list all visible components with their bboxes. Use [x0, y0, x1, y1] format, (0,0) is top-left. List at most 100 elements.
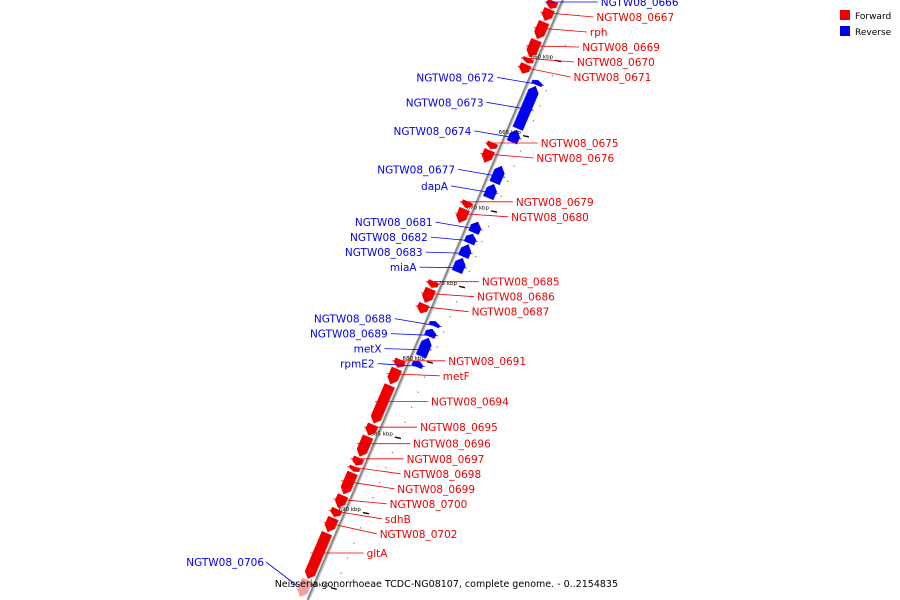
gene-arrow[interactable]	[365, 422, 379, 436]
gene-arrow[interactable]	[541, 7, 556, 22]
gene-label[interactable]: NGTW08_0672	[416, 72, 494, 84]
scale-tick-label: 690 kbp	[338, 507, 361, 513]
gene-label-leader	[455, 212, 509, 218]
gene-arrow-highlight	[397, 371, 403, 382]
gene-arrow-highlight	[530, 79, 533, 83]
gene-label[interactable]: NGTW08_0667	[596, 12, 674, 24]
gene-label[interactable]: NGTW08_0688	[314, 314, 392, 326]
gene-label[interactable]: NGTW08_0698	[403, 469, 481, 481]
gene-label[interactable]: NGTW08_0673	[406, 97, 484, 109]
gene-arrow[interactable]	[417, 301, 430, 314]
gene-label[interactable]: sdhB	[385, 514, 411, 526]
gene-arrow[interactable]	[534, 19, 550, 40]
gene-arrow[interactable]	[352, 455, 365, 466]
legend-item-reverse[interactable]: Reverse	[840, 26, 892, 38]
gene-label[interactable]: NGTW08_0695	[420, 422, 498, 434]
gene-label[interactable]: dapA	[421, 181, 449, 193]
gene-label[interactable]: rpmE2	[340, 359, 375, 371]
gene-label[interactable]: NGTW08_0676	[536, 153, 614, 165]
gene-arrow[interactable]	[304, 530, 333, 579]
scale-dot	[475, 256, 477, 258]
gene-label[interactable]: NGTW08_0671	[574, 72, 652, 84]
gene-arrow[interactable]	[530, 79, 543, 88]
gene-label[interactable]: NGTW08_0681	[355, 217, 433, 229]
gene-arrow[interactable]	[463, 233, 477, 246]
gene-arrow[interactable]	[387, 366, 403, 385]
gene-arrow[interactable]	[356, 434, 374, 457]
gene-arrow[interactable]	[423, 328, 437, 339]
gene-arrow[interactable]	[457, 244, 472, 259]
gene-label[interactable]: NGTW08_0682	[350, 232, 428, 244]
gene-arrow[interactable]	[451, 257, 466, 275]
gene-label[interactable]: metX	[354, 344, 382, 356]
gene-arrow[interactable]	[461, 199, 474, 208]
gene-arrow[interactable]	[489, 165, 505, 186]
gene-arrow[interactable]	[506, 129, 521, 145]
gene-label[interactable]: NGTW08_0699	[397, 484, 475, 496]
gene-label[interactable]: NGTW08_0687	[472, 307, 550, 319]
gene-arrow-highlight	[423, 330, 427, 335]
gene-arrow[interactable]	[297, 577, 313, 597]
gene-arrow[interactable]	[512, 85, 539, 131]
gene-arrow[interactable]	[422, 286, 437, 303]
gene-label[interactable]: NGTW08_0675	[541, 138, 619, 150]
gene-label[interactable]: NGTW08_0683	[345, 247, 423, 259]
gene-label[interactable]: miaA	[390, 262, 418, 274]
scale-dot	[552, 75, 554, 77]
gene-arrow[interactable]	[370, 383, 396, 424]
gene-arrow-highlight	[544, 24, 550, 36]
gene-label-leader	[486, 101, 534, 111]
gene-label[interactable]: NGTW08_0706	[186, 557, 264, 569]
gene-arrow[interactable]	[481, 148, 496, 163]
gene-label[interactable]: NGTW08_0666	[601, 0, 679, 9]
gene-label-leader	[328, 509, 382, 520]
gene-arrow-highlight	[465, 211, 471, 220]
genome-backbone-highlight	[308, 0, 565, 600]
gene-arrow-highlight	[334, 520, 340, 529]
gene-label[interactable]: NGTW08_0691	[448, 356, 526, 368]
gene-arrow[interactable]	[456, 206, 471, 224]
gene-arrow[interactable]	[415, 337, 432, 359]
gene-label-leader	[517, 65, 571, 78]
gene-arrow[interactable]	[526, 37, 542, 58]
gene-arrow[interactable]	[334, 493, 349, 508]
gene-label[interactable]: NGTW08_0694	[431, 397, 509, 409]
gene-label[interactable]: NGTW08_0669	[582, 42, 660, 54]
gene-label-leader	[265, 561, 298, 586]
gene-label-leader	[526, 45, 580, 48]
gene-label[interactable]: NGTW08_0680	[511, 212, 589, 224]
gene-label[interactable]: gltA	[367, 548, 389, 560]
gene-label[interactable]: NGTW08_0696	[413, 439, 491, 451]
gene-label[interactable]: NGTW08_0689	[310, 329, 388, 341]
scale-tick	[426, 361, 434, 364]
gene-label[interactable]: rph	[590, 27, 608, 39]
gene-arrow[interactable]	[468, 221, 482, 235]
scale-tick-label: 685 kbp	[370, 432, 393, 438]
scale-dot	[455, 301, 458, 303]
gene-arrow-highlight	[471, 203, 474, 208]
gene-arrow[interactable]	[340, 470, 359, 495]
gene-arrow-highlight	[358, 469, 361, 472]
gene-label[interactable]: NGTW08_0702	[380, 529, 458, 541]
gene-label[interactable]: NGTW08_0677	[377, 164, 455, 176]
gene-label[interactable]: NGTW08_0686	[477, 292, 555, 304]
gene-arrow[interactable]	[348, 464, 361, 472]
legend-item-forward[interactable]: Forward	[840, 10, 891, 22]
scale-dot	[346, 557, 349, 559]
gene-arrow[interactable]	[482, 183, 498, 201]
gene-label[interactable]: NGTW08_0679	[516, 197, 594, 209]
gene-label[interactable]: NGTW08_0700	[390, 499, 468, 511]
scale-dot	[385, 467, 387, 469]
gene-arrow[interactable]	[486, 140, 499, 150]
gene-arrow[interactable]	[411, 360, 424, 370]
gene-label[interactable]: NGTW08_0670	[577, 57, 655, 69]
gene-label[interactable]: NGTW08_0685	[482, 277, 560, 289]
gene-arrow-highlight	[437, 283, 440, 288]
gene-label[interactable]: NGTW08_0697	[407, 454, 485, 466]
gene-arrow[interactable]	[428, 321, 441, 329]
gene-label[interactable]: metF	[443, 371, 470, 383]
gene-label[interactable]: NGTW08_0674	[394, 126, 472, 138]
gene-arrow[interactable]	[330, 506, 343, 518]
scale-tick-label: 695 kbp	[306, 582, 329, 588]
